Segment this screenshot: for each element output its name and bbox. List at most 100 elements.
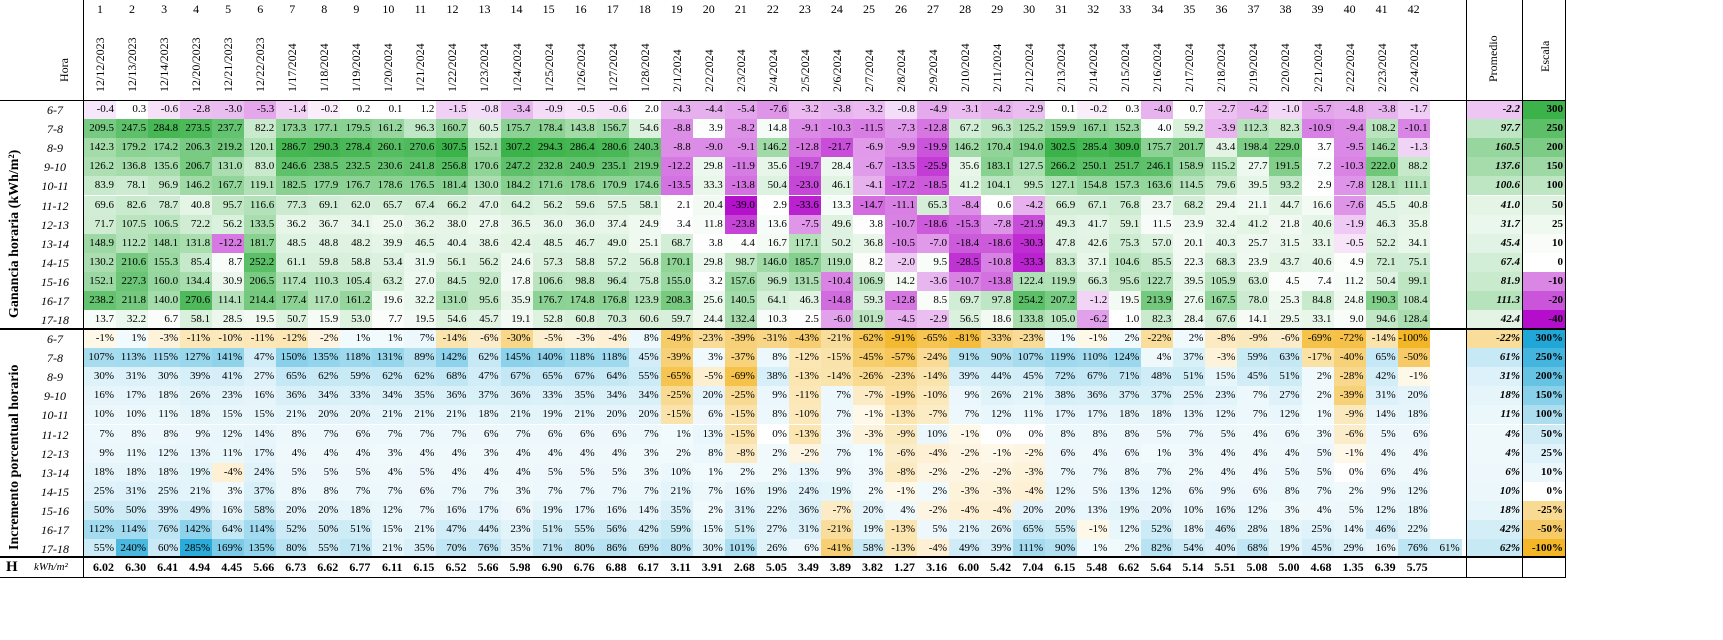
- table-cell: 16%: [724, 481, 757, 501]
- table-cell: 190.3: [1365, 291, 1398, 311]
- table-cell: -17%: [1301, 348, 1334, 368]
- table-cell: 33.1: [1301, 233, 1334, 253]
- table-cell: -49%: [660, 329, 693, 349]
- table-cell: 47.0: [468, 195, 501, 215]
- table-cell: -30.3: [1013, 233, 1046, 253]
- hour-label: 15-16: [41, 274, 69, 289]
- table-cell: 40.8: [1397, 195, 1430, 215]
- table-cell: 156.7: [596, 119, 629, 139]
- table-cell: 3%: [820, 424, 853, 444]
- date-header: 2/19/2024: [1246, 43, 1261, 92]
- column-number: 18: [638, 2, 651, 16]
- table-cell: 7%: [949, 405, 982, 425]
- table-cell: 4.5: [1269, 271, 1302, 291]
- table-cell: 21%: [1013, 386, 1046, 406]
- column-number: 24: [830, 2, 843, 16]
- table-cell: 6%: [1045, 443, 1078, 463]
- table-cell: 241.8: [404, 157, 437, 177]
- table-cell: 65.7: [372, 195, 405, 215]
- table-cell: -13.5: [885, 157, 918, 177]
- table-cell: 8%: [1109, 462, 1142, 482]
- table-cell: 58.8: [564, 252, 597, 272]
- escala-cell: 200%: [1523, 367, 1565, 387]
- column-number: 32: [1087, 2, 1100, 16]
- table-cell: 0%: [1013, 424, 1046, 444]
- table-cell: 155.0: [660, 271, 693, 291]
- table-cell: 64%: [596, 367, 629, 387]
- table-cell: 181.4: [436, 176, 469, 196]
- footer-value: 6.62: [1118, 560, 1140, 574]
- date-header: 2/12/2024: [1022, 43, 1037, 92]
- escala-cell: 250: [1523, 119, 1565, 139]
- table-cell: 131%: [372, 348, 405, 368]
- table-cell: -13.5: [660, 176, 693, 196]
- table-cell: 56.1: [436, 252, 469, 272]
- table-cell: 161.2: [372, 119, 405, 139]
- table-cell: 20%: [276, 500, 309, 520]
- table-cell: 6%: [340, 424, 373, 444]
- table-cell: -33.3: [1013, 252, 1046, 272]
- table-cell: 158.9: [1173, 157, 1206, 177]
- table-cell: 68%: [1237, 539, 1270, 559]
- table-cell: -7.8: [1333, 176, 1366, 196]
- table-cell: 6%: [532, 424, 565, 444]
- table-cell: 96.9: [148, 176, 181, 196]
- table-cell: 0%: [756, 424, 789, 444]
- table-cell: 40%: [1205, 539, 1238, 559]
- table-cell: 6.7: [148, 310, 181, 330]
- table-cell: 41%: [212, 367, 245, 387]
- table-cell: 222.0: [1365, 157, 1398, 177]
- footer-value: 6.41: [157, 560, 179, 574]
- table-cell: 43.4: [1205, 138, 1238, 158]
- date-header: 2/17/2024: [1182, 43, 1197, 92]
- table-cell: 67.6: [1205, 310, 1238, 330]
- table-cell: 270.6: [180, 291, 213, 311]
- table-cell: 250.1: [1077, 157, 1110, 177]
- hour-label: 6-7: [47, 103, 63, 117]
- table-cell: 9.0: [1333, 310, 1366, 330]
- table-cell: 52%: [1141, 520, 1174, 540]
- table-cell: 67.1: [1077, 195, 1110, 215]
- table-cell: 41.2: [1237, 214, 1270, 234]
- footer-value: 6.17: [637, 560, 659, 574]
- table-cell: 17%: [1045, 405, 1078, 425]
- table-cell: 35%: [660, 500, 693, 520]
- table-cell: 107.5: [116, 214, 149, 234]
- table-cell: 15%: [212, 405, 245, 425]
- column-number: 9: [353, 2, 360, 16]
- footer-value: 7.04: [1022, 560, 1044, 574]
- table-cell: 19%: [180, 462, 213, 482]
- table-cell: 280.6: [596, 138, 629, 158]
- footer-value: 6.62: [317, 560, 339, 574]
- table-cell: 39.5: [1237, 176, 1270, 196]
- table-cell: 35%: [404, 386, 437, 406]
- table-cell: 26%: [180, 386, 213, 406]
- table-cell: 0.1: [1045, 100, 1078, 120]
- table-cell: 19%: [756, 481, 789, 501]
- table-cell: 1%: [340, 329, 373, 349]
- table-cell: 108.4: [1397, 291, 1430, 311]
- table-cell: 52%: [276, 520, 309, 540]
- table-cell: 2%: [1109, 329, 1142, 349]
- table-cell: 65%: [1013, 520, 1046, 540]
- table-cell: 4%: [596, 443, 629, 463]
- table-cell: 111%: [1013, 539, 1046, 559]
- column-number: 7: [289, 2, 296, 16]
- table-cell: 7%: [500, 424, 533, 444]
- table-cell: 167.5: [1205, 291, 1238, 311]
- promedio-header: Promedio: [1486, 35, 1500, 82]
- table-cell: 69.7: [949, 291, 982, 311]
- table-cell: 171.6: [532, 176, 565, 196]
- table-cell: 7%: [820, 405, 853, 425]
- table-cell: 16%: [1365, 539, 1398, 559]
- date-header: 2/8/2024: [894, 49, 908, 92]
- table-cell: 2.0: [628, 100, 661, 120]
- footer-value: 5.66: [253, 560, 275, 574]
- promedio-cell: 18%: [1467, 386, 1522, 406]
- table-cell: 51%: [1173, 367, 1206, 387]
- table-cell: 238.5: [308, 157, 341, 177]
- table-cell: 16%: [244, 386, 277, 406]
- table-cell: 240%: [116, 539, 149, 559]
- table-cell: 17.8: [500, 271, 533, 291]
- table-cell: 99.5: [1013, 176, 1046, 196]
